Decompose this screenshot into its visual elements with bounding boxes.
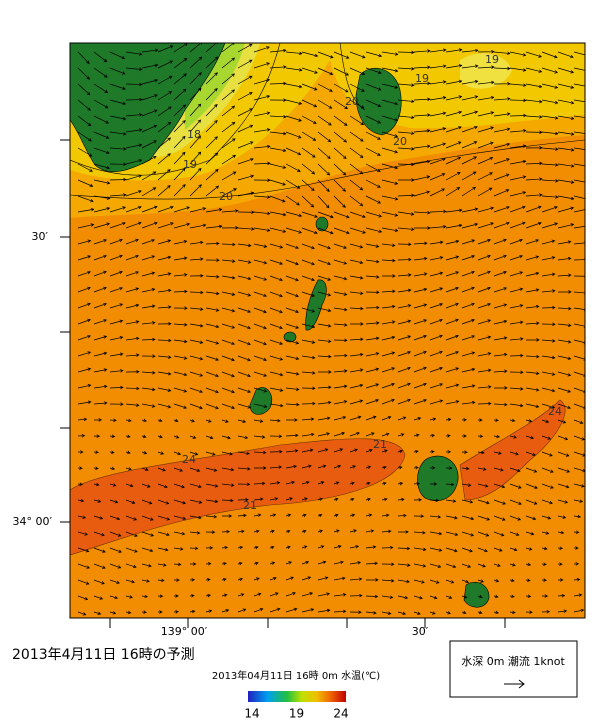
colorbar-tick-label: 19: [289, 707, 304, 721]
lon-label: 30′: [412, 625, 429, 638]
axis-ticks: [60, 139, 506, 628]
legend-box: [449, 640, 578, 698]
colorbar-tick-label: 24: [333, 707, 348, 721]
contour-label: 24: [548, 405, 562, 418]
contour-label: 20: [219, 190, 233, 203]
lon-label: 139° 00′: [161, 625, 208, 638]
legend-text: 水深 0m 潮流 1knot: [461, 654, 565, 668]
colorbar: [248, 691, 346, 702]
contour-label: 19: [485, 53, 499, 66]
map-area: [70, 43, 585, 618]
land: [70, 43, 490, 608]
lat-label: 30′: [32, 230, 49, 243]
contour-label: 18: [187, 128, 201, 141]
current-arrows: [77, 43, 585, 616]
subtitle: 2013年04月11日 16時 0m 水温(℃): [212, 669, 380, 682]
contour-label: 20: [345, 95, 359, 108]
title: 2013年4月11日 16時の予測: [12, 647, 195, 663]
contour-label: 21: [243, 499, 257, 512]
lat-label: 34° 00′: [13, 515, 53, 528]
contour-label: 19: [183, 158, 197, 171]
colorbar-tick-label: 14: [244, 707, 259, 721]
contour-label: 21: [373, 438, 387, 451]
legend-arrow: [504, 679, 525, 689]
map-frame: [69, 42, 586, 619]
contour-label: 24: [182, 453, 196, 466]
contour-label: 20: [393, 135, 407, 148]
contour-label: 19: [415, 72, 429, 85]
arrow-field: [77, 43, 585, 616]
